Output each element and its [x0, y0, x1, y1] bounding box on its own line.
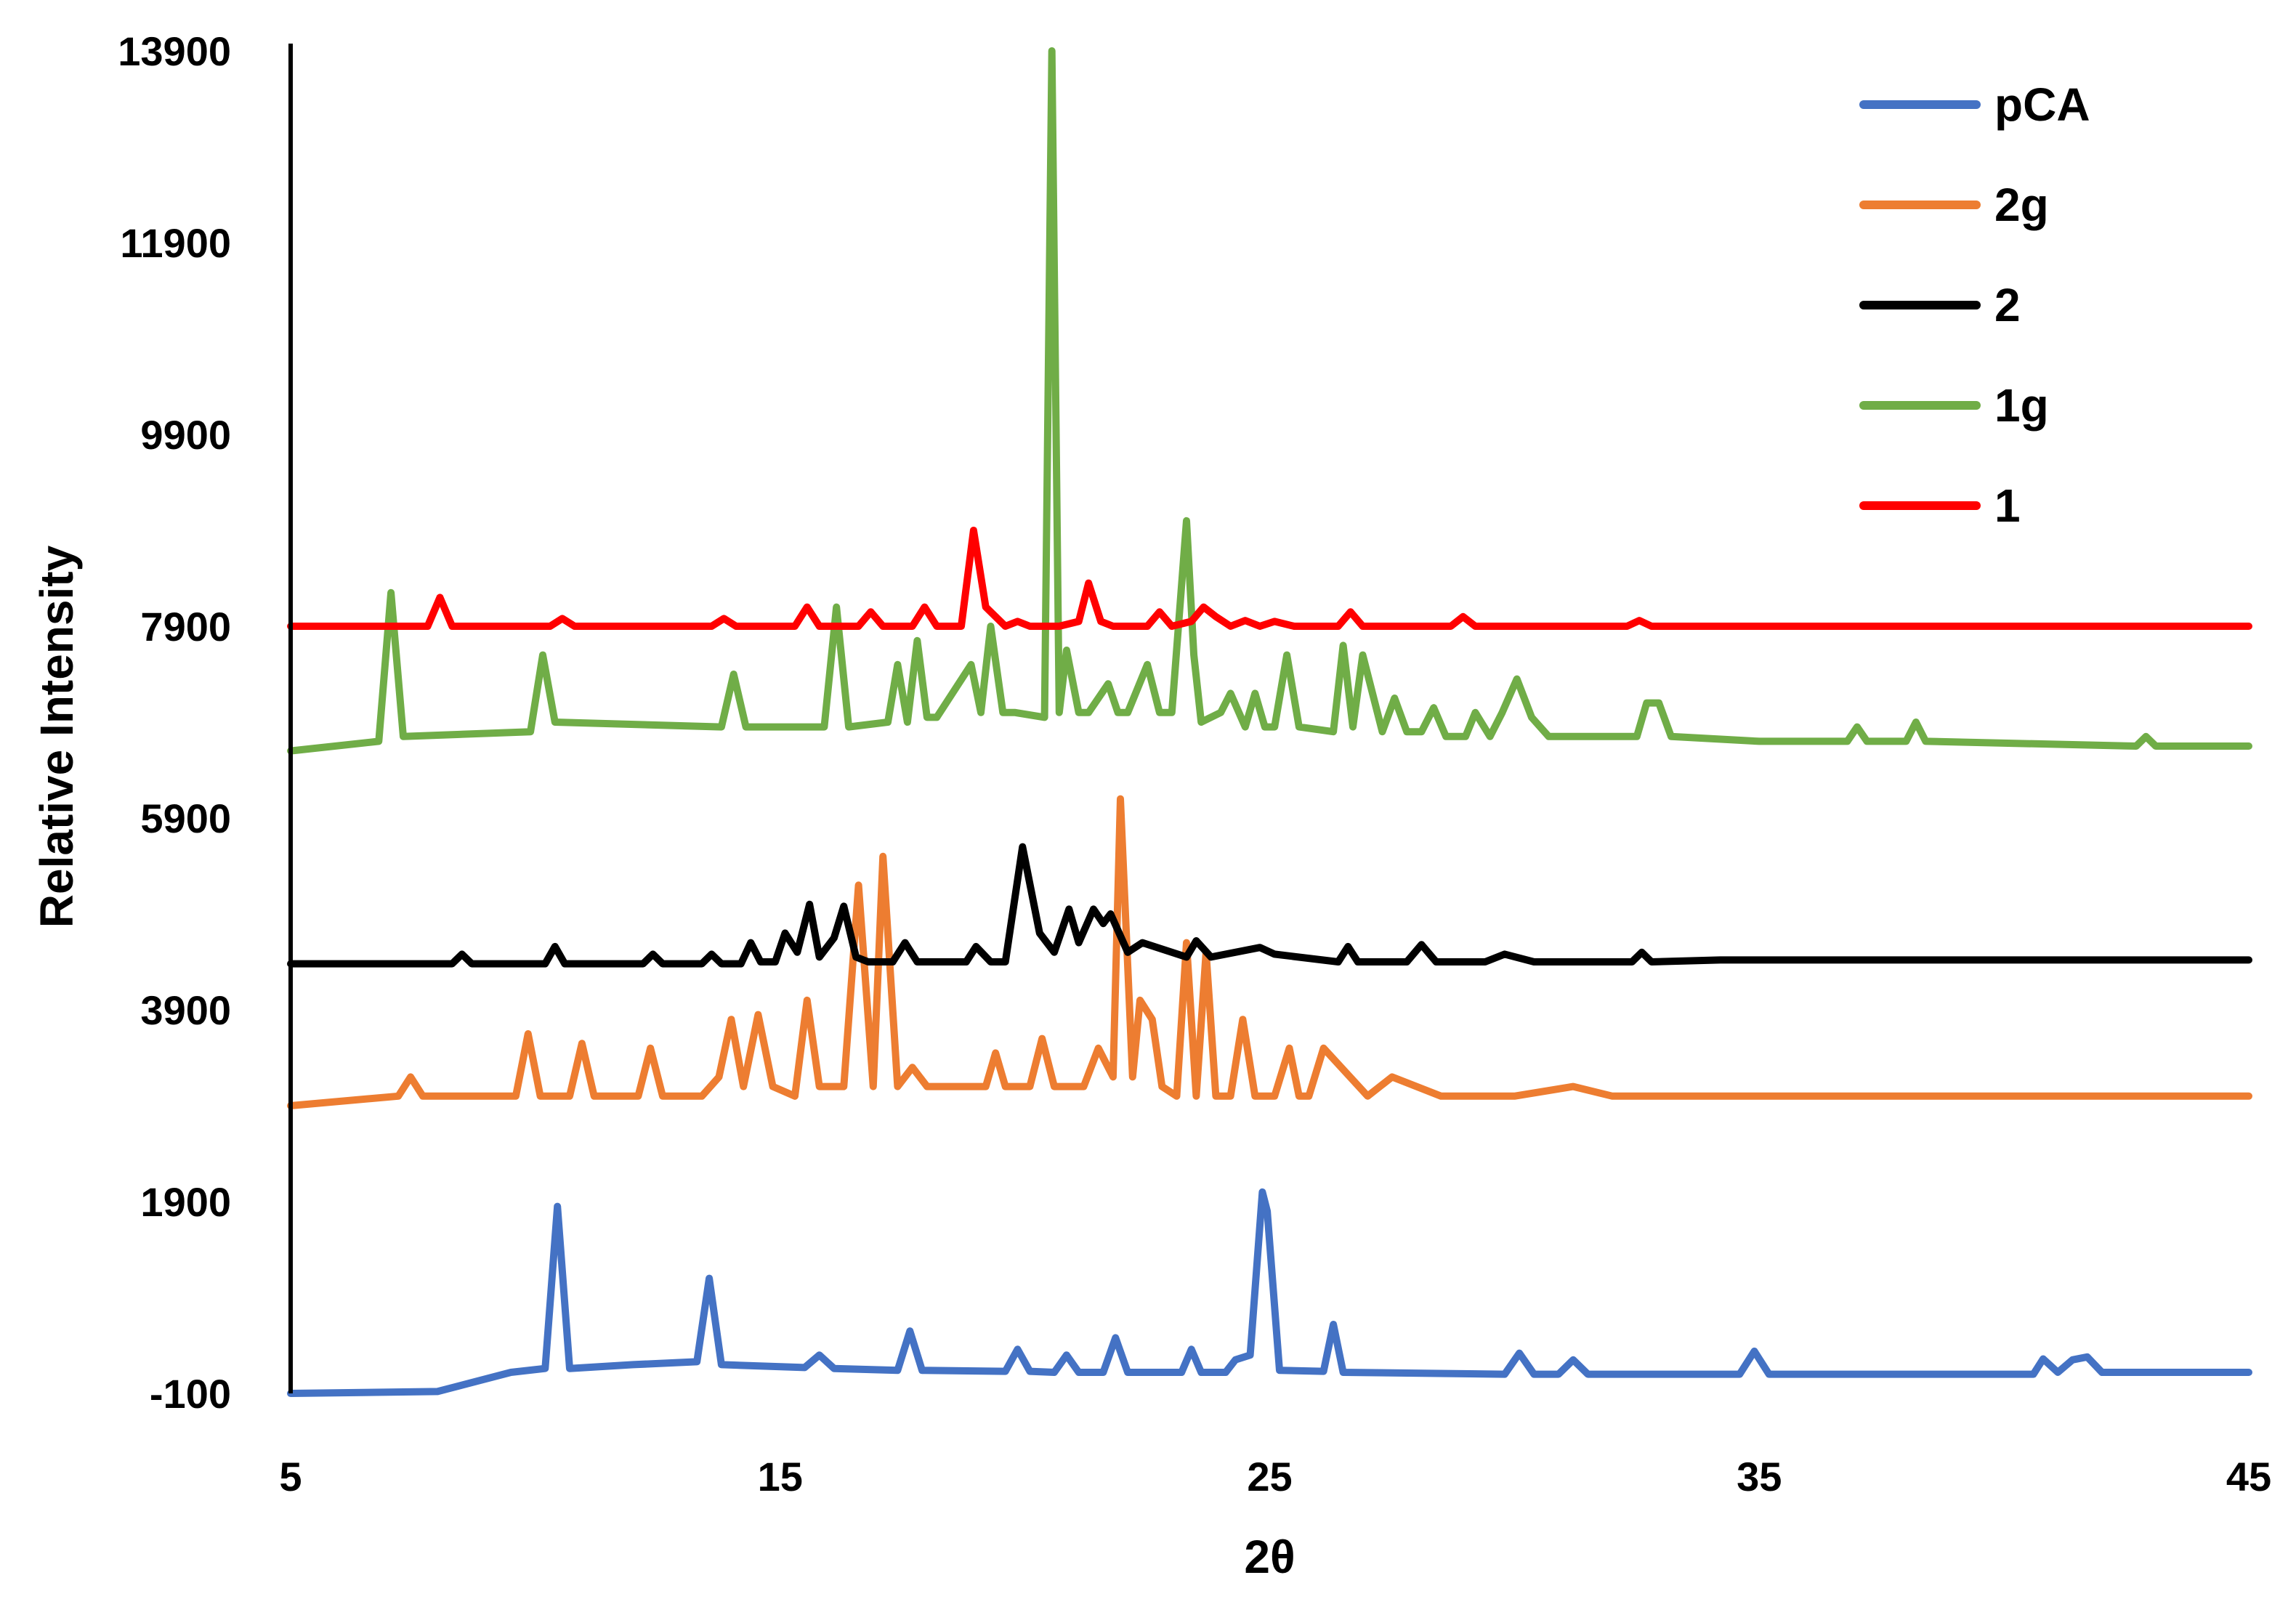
y-axis-title: Relative Intensity — [31, 545, 83, 928]
y-tick-label: 1900 — [140, 1179, 231, 1225]
x-tick-label: 45 — [2226, 1454, 2271, 1499]
y-tick-label: 3900 — [140, 987, 231, 1033]
legend-item-2: 2 — [1859, 279, 2021, 331]
legend: pCA 2g 2 1g 1 — [1859, 78, 2090, 532]
legend-item-pca: pCA — [1859, 78, 2090, 131]
series-layer — [287, 47, 2252, 1397]
y-tick-labels: -100 1900 3900 5900 7900 9900 11900 13900 — [118, 28, 231, 1417]
x-tick-labels: 5 15 25 35 45 — [279, 1454, 2271, 1499]
series-line-2 — [287, 843, 2252, 968]
legend-item-1g: 1g — [1859, 379, 2049, 432]
y-tick-label: 9900 — [140, 412, 231, 458]
legend-item-2g: 2g — [1859, 179, 2049, 231]
x-tick-label: 5 — [279, 1454, 302, 1499]
x-tick-label: 25 — [1247, 1454, 1292, 1499]
series-line-1 — [287, 527, 2252, 630]
legend-label: 2g — [1994, 179, 2049, 231]
y-tick-label: 13900 — [118, 28, 231, 74]
y-tick-label: 5900 — [140, 796, 231, 841]
y-tick-label: 7900 — [140, 604, 231, 649]
y-tick-label: 11900 — [120, 220, 231, 266]
series-line-pca — [287, 1188, 2252, 1397]
y-tick-label: -100 — [150, 1371, 231, 1417]
x-axis-title: 2θ — [1244, 1531, 1295, 1583]
legend-label: 1 — [1994, 479, 2021, 532]
legend-label: 2 — [1994, 279, 2021, 331]
series-line-1g — [287, 47, 2252, 755]
legend-item-1: 1 — [1859, 479, 2021, 532]
series-line-2g — [287, 795, 2252, 1109]
x-tick-label: 15 — [758, 1454, 803, 1499]
x-tick-label: 35 — [1737, 1454, 1782, 1499]
legend-label: 1g — [1994, 379, 2049, 432]
legend-label: pCA — [1994, 78, 2090, 131]
